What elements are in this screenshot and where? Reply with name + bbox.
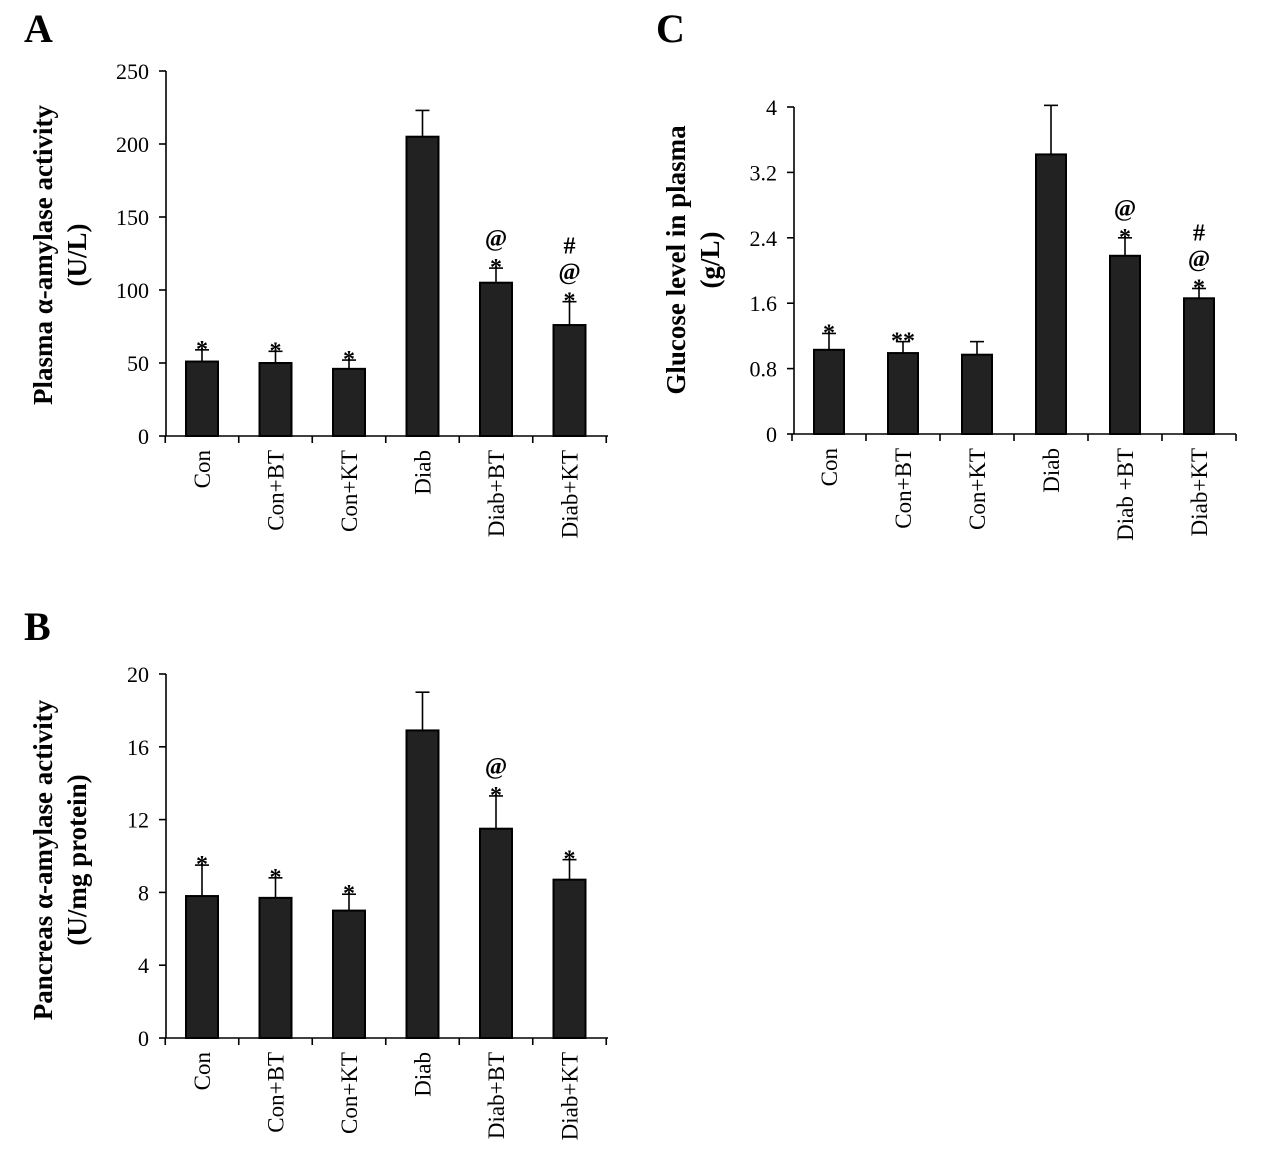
panel-c-plot: 0 0.8 1.6 2.4 3.2 4 * Con ** Con+BT Con+KT Diab * @ Di… <box>750 95 1237 541</box>
panel-c-ytick-label: 2.4 <box>750 226 778 251</box>
panel-c-category-label: Diab <box>1039 448 1064 493</box>
panel-c-bar <box>813 348 845 435</box>
panel-c-ytick-label: 0 <box>766 422 777 447</box>
panel-c-bar <box>1183 297 1215 436</box>
panel-b-significance-mark: * <box>564 847 576 873</box>
panel-a-bar <box>332 367 366 437</box>
panel-a-plot: 0 50 100 150 200 250 * Con * Con+BT * Con+KT Diab * @ D… <box>116 59 608 538</box>
panel-c-ytick-label: 0.8 <box>750 357 778 382</box>
panel-b-bar <box>258 896 293 1039</box>
panel-c-significance-mark: # <box>1193 220 1205 246</box>
panel-a-significance-mark: @ <box>485 226 507 252</box>
panel-c-bar <box>961 353 993 436</box>
panel-b-bar <box>552 878 587 1039</box>
panel-letter-b: B <box>24 604 51 649</box>
panel-a: A Plasma α-amylase activity (U/L) 0 50 100… <box>24 6 608 538</box>
panel-c-ylabel-line2: (g/L) <box>695 232 725 289</box>
panel-c-ytick-label: 3.2 <box>750 160 778 185</box>
panel-c-significance-mark: * <box>823 320 835 346</box>
panel-c-significance-mark: ** <box>891 329 915 355</box>
panel-b-ytick-label: 4 <box>138 953 149 978</box>
panel-a-ytick-label: 150 <box>116 205 149 230</box>
panel-c-ytick-label: 4 <box>766 95 777 120</box>
panel-b-ylabel: Pancreas α-amylase activity (U/mg protei… <box>28 699 92 1020</box>
panel-a-bar <box>405 135 440 437</box>
panel-a-significance-mark: * <box>270 338 282 364</box>
panel-b-ytick-label: 20 <box>127 662 149 687</box>
panel-b-significance-mark: @ <box>485 754 507 780</box>
panel-a-significance-mark: * <box>490 255 502 281</box>
panel-b-significance-mark: * <box>196 852 208 878</box>
panel-b-category-label: Con <box>190 1052 215 1091</box>
panel-a-ytick-label: 0 <box>138 424 149 449</box>
panel-a-category-label: Diab <box>411 450 436 495</box>
panel-a-ylabel: Plasma α-amylase activity (U/L) <box>28 105 92 406</box>
panel-a-bar <box>185 360 219 438</box>
panel-c-ytick-label: 1.6 <box>750 291 778 316</box>
panel-b-category-label: Con+BT <box>264 1052 289 1133</box>
panel-a-ylabel-line1: Plasma α-amylase activity <box>28 105 58 406</box>
panel-letter-c: C <box>656 6 685 51</box>
panel-b-category-label: Diab+KT <box>558 1052 583 1140</box>
panel-b-significance-mark: * <box>490 783 502 809</box>
panel-c-ylabel-line1: Glucose level in plasma <box>661 125 691 395</box>
panel-b-ylabel-line1: Pancreas α-amylase activity <box>28 699 58 1020</box>
panel-c-category-label: Con+KT <box>965 448 990 530</box>
panel-b: B Pancreas α-amylase activity (U/mg prot… <box>24 604 608 1140</box>
panel-c-ylabel: Glucose level in plasma (g/L) <box>661 125 725 395</box>
panel-a-ytick-label: 250 <box>116 59 149 84</box>
panel-b-bar <box>479 827 513 1040</box>
panel-b-ytick-label: 12 <box>127 808 149 833</box>
panel-a-category-label: Con <box>190 450 215 489</box>
panel-letter-a: A <box>24 6 53 51</box>
panel-b-category-label: Diab <box>411 1052 436 1097</box>
panel-b-bar <box>405 729 440 1039</box>
panel-a-significance-mark: * <box>564 289 576 315</box>
panel-a-category-label: Con+BT <box>264 450 289 531</box>
panel-a-bar <box>258 362 293 437</box>
panel-c-bar <box>887 352 919 436</box>
panel-c-category-label: Con+BT <box>891 448 916 529</box>
panel-a-bar <box>552 324 587 438</box>
panel-c-bar <box>1109 254 1141 435</box>
panel-b-bar <box>185 895 219 1039</box>
panel-c: C Glucose level in plasma (g/L) 0 0.8 1.6 2… <box>656 6 1237 541</box>
panel-b-significance-mark: * <box>343 881 355 907</box>
panel-b-ytick-label: 0 <box>138 1026 149 1051</box>
panel-c-category-label: Diab+KT <box>1187 448 1212 536</box>
panel-a-bar <box>479 281 513 438</box>
panel-b-significance-mark: * <box>270 865 282 891</box>
panel-c-significance-mark: * <box>1119 225 1131 251</box>
panel-b-category-label: Diab+BT <box>484 1052 509 1139</box>
panel-a-category-label: Diab+KT <box>558 450 583 538</box>
panel-c-category-label: Diab +BT <box>1113 448 1138 541</box>
panel-a-significance-mark: @ <box>558 260 580 286</box>
panel-c-significance-mark: * <box>1193 275 1205 301</box>
panel-a-significance-mark: * <box>196 337 208 363</box>
panel-b-ytick-label: 8 <box>138 880 149 905</box>
panel-c-category-label: Con <box>817 448 842 487</box>
panel-b-category-label: Con+KT <box>337 1052 362 1134</box>
panel-a-significance-mark: * <box>343 347 355 373</box>
panel-c-significance-mark: @ <box>1188 246 1210 272</box>
panel-c-bar <box>1035 153 1067 435</box>
panel-a-ytick-label: 200 <box>116 132 149 157</box>
panel-a-ylabel-line2: (U/L) <box>62 224 92 287</box>
panel-b-bar <box>332 909 366 1039</box>
panel-a-category-label: Diab+BT <box>484 450 509 537</box>
panel-a-significance-mark: # <box>564 234 576 260</box>
panel-a-ytick-label: 100 <box>116 278 149 303</box>
panel-b-plot: 0 4 8 12 16 20 * Con * Con+BT * Con+KT Diab * @ Diab+BT… <box>127 662 608 1140</box>
panel-b-ylabel-line2: (U/mg protein) <box>62 774 92 945</box>
panel-a-category-label: Con+KT <box>337 450 362 532</box>
panel-c-significance-mark: @ <box>1114 196 1136 222</box>
panel-a-ytick-label: 50 <box>127 351 149 376</box>
panel-b-ytick-label: 16 <box>127 735 149 760</box>
